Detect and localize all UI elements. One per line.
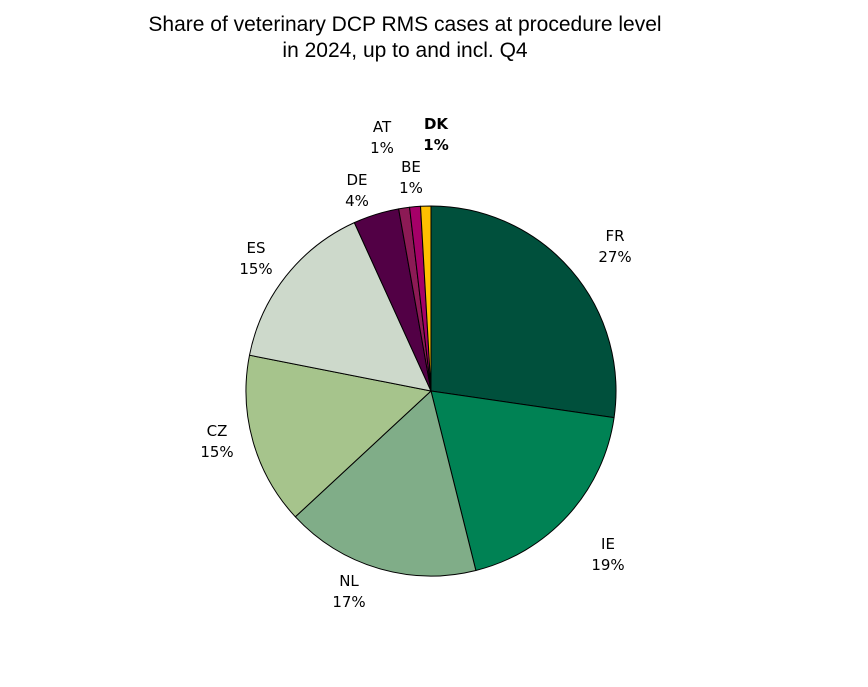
chart-title-line-2: in 2024, up to and incl. Q4 <box>282 39 528 62</box>
pie-slices <box>245 205 617 577</box>
slice-label-be-name: BE <box>401 158 421 176</box>
slice-label-ie-percent: 19% <box>591 556 624 574</box>
slice-label-ie-name: IE <box>601 535 615 553</box>
slice-label-es-name: ES <box>247 239 266 257</box>
pie-slice-ie <box>430 390 615 571</box>
slice-label-dk-name: DK <box>424 115 449 133</box>
slice-label-fr-name: FR <box>605 227 624 245</box>
slice-label-nl-name: NL <box>339 572 359 590</box>
pie-slice-es <box>249 222 432 392</box>
slice-label-cz-percent: 15% <box>200 443 233 461</box>
slice-label-at-percent: 1% <box>370 139 394 157</box>
pie-slice-nl <box>294 390 477 577</box>
chart-title-line-1: Share of veterinary DCP RMS cases at pro… <box>148 13 662 36</box>
slice-label-fr-percent: 27% <box>598 248 631 266</box>
slice-label-de-percent: 4% <box>345 192 369 210</box>
pie-slice-dk <box>420 205 432 392</box>
slice-label-de-name: DE <box>346 171 367 189</box>
slice-label-at-name: AT <box>373 118 392 136</box>
slice-label-es-percent: 15% <box>239 260 272 278</box>
slice-label-nl-percent: 17% <box>332 593 365 611</box>
slice-label-dk-percent: 1% <box>423 136 448 154</box>
pie-slice-fr <box>430 205 617 419</box>
chart-title: Share of veterinary DCP RMS cases at pro… <box>0 12 810 64</box>
pie-labels: FR27%IE19%NL17%CZ15%ES15%DE4%AT1%BE1%DK1… <box>200 115 631 611</box>
slice-label-be-percent: 1% <box>399 179 423 197</box>
pie-slice-cz <box>245 354 432 518</box>
slice-label-cz-name: CZ <box>207 422 228 440</box>
